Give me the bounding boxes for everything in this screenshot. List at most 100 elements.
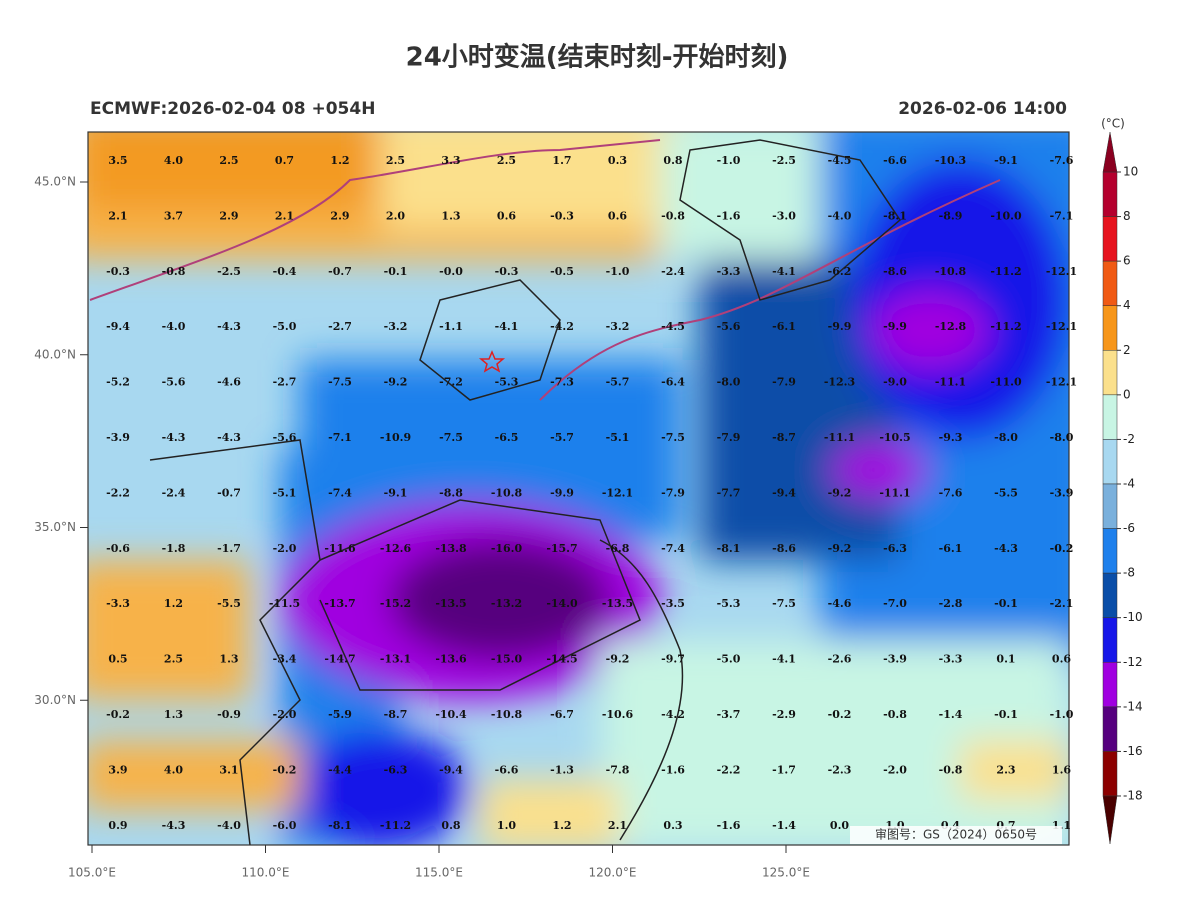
grid-value: -11.1 bbox=[935, 376, 966, 389]
grid-value: -9.9 bbox=[550, 486, 574, 499]
colorbar-segment bbox=[1102, 572, 1118, 618]
lat-tick-label: 30.0°N bbox=[34, 693, 76, 707]
grid-value: -6.0 bbox=[273, 819, 297, 832]
map-frame bbox=[87, 131, 1070, 846]
grid-value: -9.1 bbox=[384, 486, 408, 499]
grid-value: -8.7 bbox=[772, 431, 796, 444]
grid-value: -4.5 bbox=[828, 154, 852, 167]
grid-value: 0.9 bbox=[108, 819, 127, 832]
grid-value: -0.4 bbox=[273, 265, 297, 278]
grid-value: 1.2 bbox=[330, 154, 349, 167]
grid-value: -1.6 bbox=[717, 819, 741, 832]
grid-value: -3.3 bbox=[717, 265, 741, 278]
grid-value: -11.6 bbox=[324, 542, 356, 555]
grid-value: -1.0 bbox=[717, 154, 741, 167]
grid-value: -9.4 bbox=[106, 320, 130, 333]
title: 24小时变温(结束时刻-开始时刻) bbox=[406, 42, 789, 73]
grid-value: -11.2 bbox=[990, 265, 1021, 278]
grid-value: -7.5 bbox=[439, 431, 463, 444]
grid-value: -6.3 bbox=[384, 763, 408, 776]
colorbar-segment bbox=[1102, 528, 1118, 574]
grid-value: 3.9 bbox=[108, 763, 127, 776]
grid-value: -3.2 bbox=[384, 320, 408, 333]
grid-value: -9.1 bbox=[994, 154, 1018, 167]
colorbar-segment bbox=[1102, 350, 1118, 396]
grid-value: 0.6 bbox=[608, 209, 627, 222]
grid-value: 3.7 bbox=[164, 209, 183, 222]
grid-value: -5.7 bbox=[550, 431, 574, 444]
grid-value: 0.7 bbox=[275, 154, 294, 167]
grid-value: -2.2 bbox=[717, 763, 741, 776]
grid-value: -10.0 bbox=[990, 209, 1022, 222]
colorbar-segment bbox=[1102, 751, 1118, 797]
grid-value: -13.2 bbox=[491, 597, 522, 610]
grid-value: -4.4 bbox=[328, 763, 352, 776]
grid-value: -6.6 bbox=[883, 154, 907, 167]
grid-value: 1.2 bbox=[164, 597, 183, 610]
grid-value: -7.9 bbox=[772, 376, 796, 389]
grid-value: 0.1 bbox=[996, 653, 1015, 666]
grid-value: -4.3 bbox=[162, 819, 186, 832]
grid-value: 0.3 bbox=[608, 154, 627, 167]
grid-value: -0.2 bbox=[106, 708, 130, 721]
grid-value: -10.9 bbox=[380, 431, 411, 444]
grid-value: -7.0 bbox=[883, 597, 907, 610]
grid-value: 2.1 bbox=[275, 209, 294, 222]
grid-value: -2.3 bbox=[828, 763, 852, 776]
grid-value: -4.3 bbox=[217, 431, 241, 444]
grid-value: 0.6 bbox=[497, 209, 516, 222]
grid-value: -5.5 bbox=[217, 597, 241, 610]
grid-value: -8.0 bbox=[717, 376, 741, 389]
lon-tick-label: 125.0°E bbox=[762, 866, 810, 880]
grid-value: -10.8 bbox=[491, 708, 523, 721]
grid-value: -0.2 bbox=[828, 708, 852, 721]
subtitle-left: ECMWF:2026-02-04 08 +054H bbox=[90, 99, 375, 119]
grid-value: -1.8 bbox=[162, 542, 186, 555]
grid-value: -7.4 bbox=[661, 542, 685, 555]
grid-value: -8.6 bbox=[883, 265, 907, 278]
grid-value: -1.7 bbox=[217, 542, 241, 555]
grid-value: 2.1 bbox=[608, 819, 627, 832]
grid-value: -6.4 bbox=[661, 376, 685, 389]
approval-number: 审图号：GS（2024）0650号 bbox=[875, 827, 1037, 842]
grid-value: -0.1 bbox=[994, 708, 1018, 721]
grid-value: 2.3 bbox=[996, 763, 1015, 776]
grid-value: -5.2 bbox=[106, 376, 130, 389]
grid-value: -8.7 bbox=[384, 708, 408, 721]
grid-value: -8.6 bbox=[772, 542, 796, 555]
grid-value: -4.6 bbox=[217, 376, 241, 389]
colorbar-tick-label: -6 bbox=[1123, 521, 1135, 535]
colorbar-segment bbox=[1102, 394, 1118, 440]
grid-value: -5.6 bbox=[717, 320, 741, 333]
grid-value: 0.3 bbox=[663, 819, 682, 832]
grid-value: -3.3 bbox=[939, 653, 963, 666]
grid-value: -8.1 bbox=[717, 542, 741, 555]
grid-value: -1.7 bbox=[772, 763, 796, 776]
grid-value: -2.0 bbox=[273, 708, 297, 721]
grid-value: -14.0 bbox=[546, 597, 578, 610]
grid-value: -5.0 bbox=[717, 653, 741, 666]
grid-value: -2.1 bbox=[1050, 597, 1074, 610]
value-grid: 3.5 4.0 2.5 0.7 1.2 2.5 3.3 2.5 1.7 0.3 0.8 -1.0 -2.… bbox=[106, 154, 1077, 832]
colorbar-segment bbox=[1102, 216, 1118, 262]
grid-value: -10.3 bbox=[935, 154, 966, 167]
grid-value: -2.9 bbox=[772, 708, 796, 721]
grid-value: -4.2 bbox=[661, 708, 685, 721]
grid-value: -11.0 bbox=[990, 376, 1022, 389]
grid-value: -12.3 bbox=[824, 376, 855, 389]
grid-value: -0.8 bbox=[883, 708, 907, 721]
grid-value: -5.1 bbox=[273, 486, 297, 499]
grid-value: -7.7 bbox=[717, 486, 741, 499]
grid-value: -8.8 bbox=[439, 486, 463, 499]
grid-value: -0.6 bbox=[106, 542, 130, 555]
grid-value: -12.6 bbox=[380, 542, 412, 555]
grid-value: -15.2 bbox=[380, 597, 411, 610]
grid-value: 1.7 bbox=[552, 154, 571, 167]
grid-value: -9.9 bbox=[883, 320, 907, 333]
grid-value: -10.4 bbox=[435, 708, 467, 721]
grid-value: -5.0 bbox=[273, 320, 297, 333]
grid-value: -4.3 bbox=[217, 320, 241, 333]
grid-value: 1.0 bbox=[497, 819, 516, 832]
grid-value: -6.5 bbox=[495, 431, 519, 444]
grid-value: -5.6 bbox=[273, 431, 297, 444]
